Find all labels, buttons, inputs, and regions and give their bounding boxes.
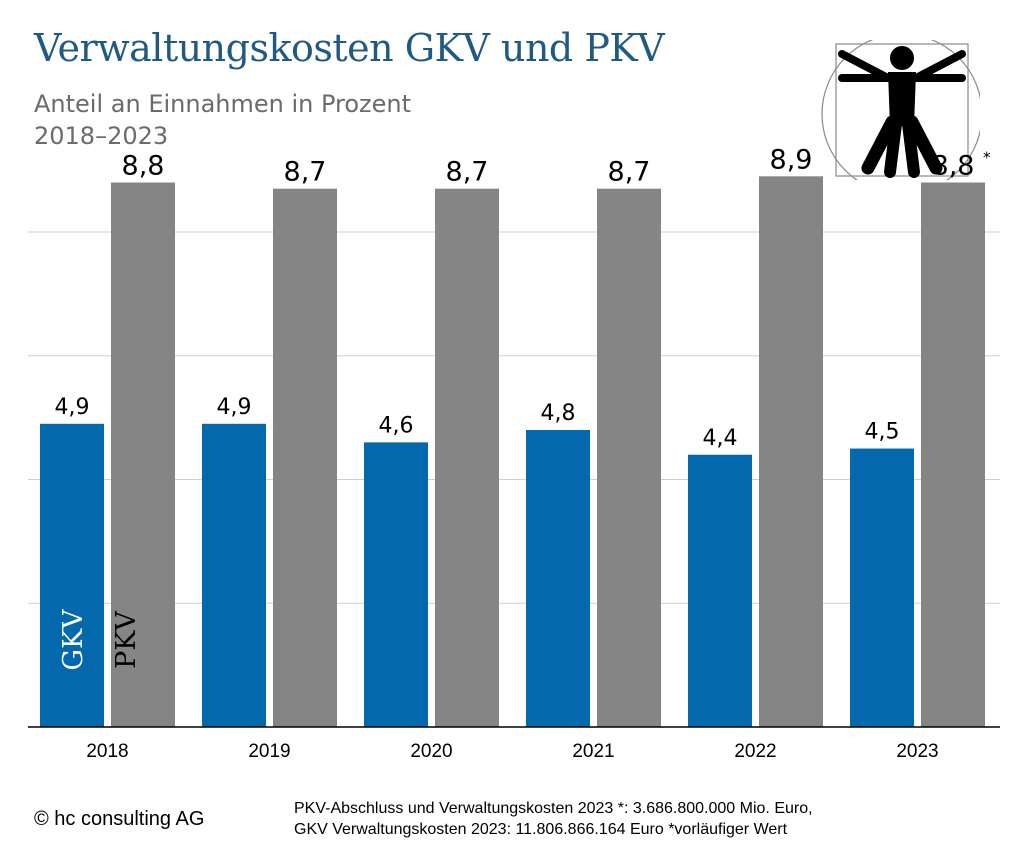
x-tick-label-2020: 2020	[410, 741, 452, 762]
chart-title: Verwaltungskosten GKV und PKV	[34, 26, 665, 70]
x-tick-label-2019: 2019	[248, 741, 290, 762]
x-tick-label-2023: 2023	[896, 741, 938, 762]
data-label-gkv-2023: 4,5	[865, 420, 900, 445]
data-label-gkv-2018: 4,9	[55, 395, 90, 420]
data-label-pkv-2023: 8,8	[932, 151, 975, 182]
bar-pkv-2019	[273, 188, 337, 727]
copyright-text: © hc consulting AG	[34, 808, 205, 830]
footnote-line-1: PKV-Abschluss und Verwaltungskosten 2023…	[294, 800, 813, 817]
bar-gkv-2021	[526, 430, 590, 727]
bar-pkv-2020	[435, 188, 499, 727]
bar-gkv-2023	[850, 448, 914, 727]
bar-gkv-2018	[40, 423, 104, 727]
bar-pkv-2021	[597, 188, 661, 727]
data-label-pkv-2019: 8,7	[284, 157, 327, 188]
bar-gkv-2020	[364, 442, 428, 727]
legend-label-gkv: GKV	[58, 609, 89, 671]
footnote-line-2: GKV Verwaltungskosten 2023: 11.806.866.1…	[294, 821, 788, 838]
x-tick-label-2021: 2021	[572, 741, 614, 762]
legend-label-pkv: PKV	[111, 611, 142, 669]
bar-gkv-2019	[202, 423, 266, 727]
bar-pkv-2022	[759, 176, 823, 727]
data-label-gkv-2020: 4,6	[379, 413, 414, 438]
data-label-gkv-2021: 4,8	[541, 401, 576, 426]
data-label-pkv-2021: 8,7	[608, 157, 651, 188]
data-label-gkv-2019: 4,9	[217, 395, 252, 420]
x-tick-label-2018: 2018	[86, 741, 128, 762]
data-label-pkv-2018: 8,8	[122, 151, 165, 182]
chart-subtitle: Anteil an Einnahmen in Prozent	[34, 90, 412, 118]
chart-period: 2018–2023	[34, 122, 169, 150]
footnote: PKV-Abschluss und Verwaltungskosten 2023…	[294, 798, 813, 840]
bar-pkv-2018	[111, 182, 175, 727]
data-label-gkv-2022: 4,4	[703, 426, 738, 451]
data-label-pkv-2022: 8,9	[770, 144, 813, 175]
bar-gkv-2022	[688, 454, 752, 727]
vitruvian-man-icon	[821, 40, 980, 180]
bar-pkv-2023	[921, 182, 985, 727]
x-tick-label-2022: 2022	[734, 741, 776, 762]
bar-chart: 4,9 8,8 2018 4,9 8,7 2019 4,6 8,7 2020 4,8 8,7 2021…	[28, 144, 1000, 762]
data-label-pkv-2020: 8,7	[446, 157, 489, 188]
annotation-asterisk-2023: *	[983, 149, 991, 167]
